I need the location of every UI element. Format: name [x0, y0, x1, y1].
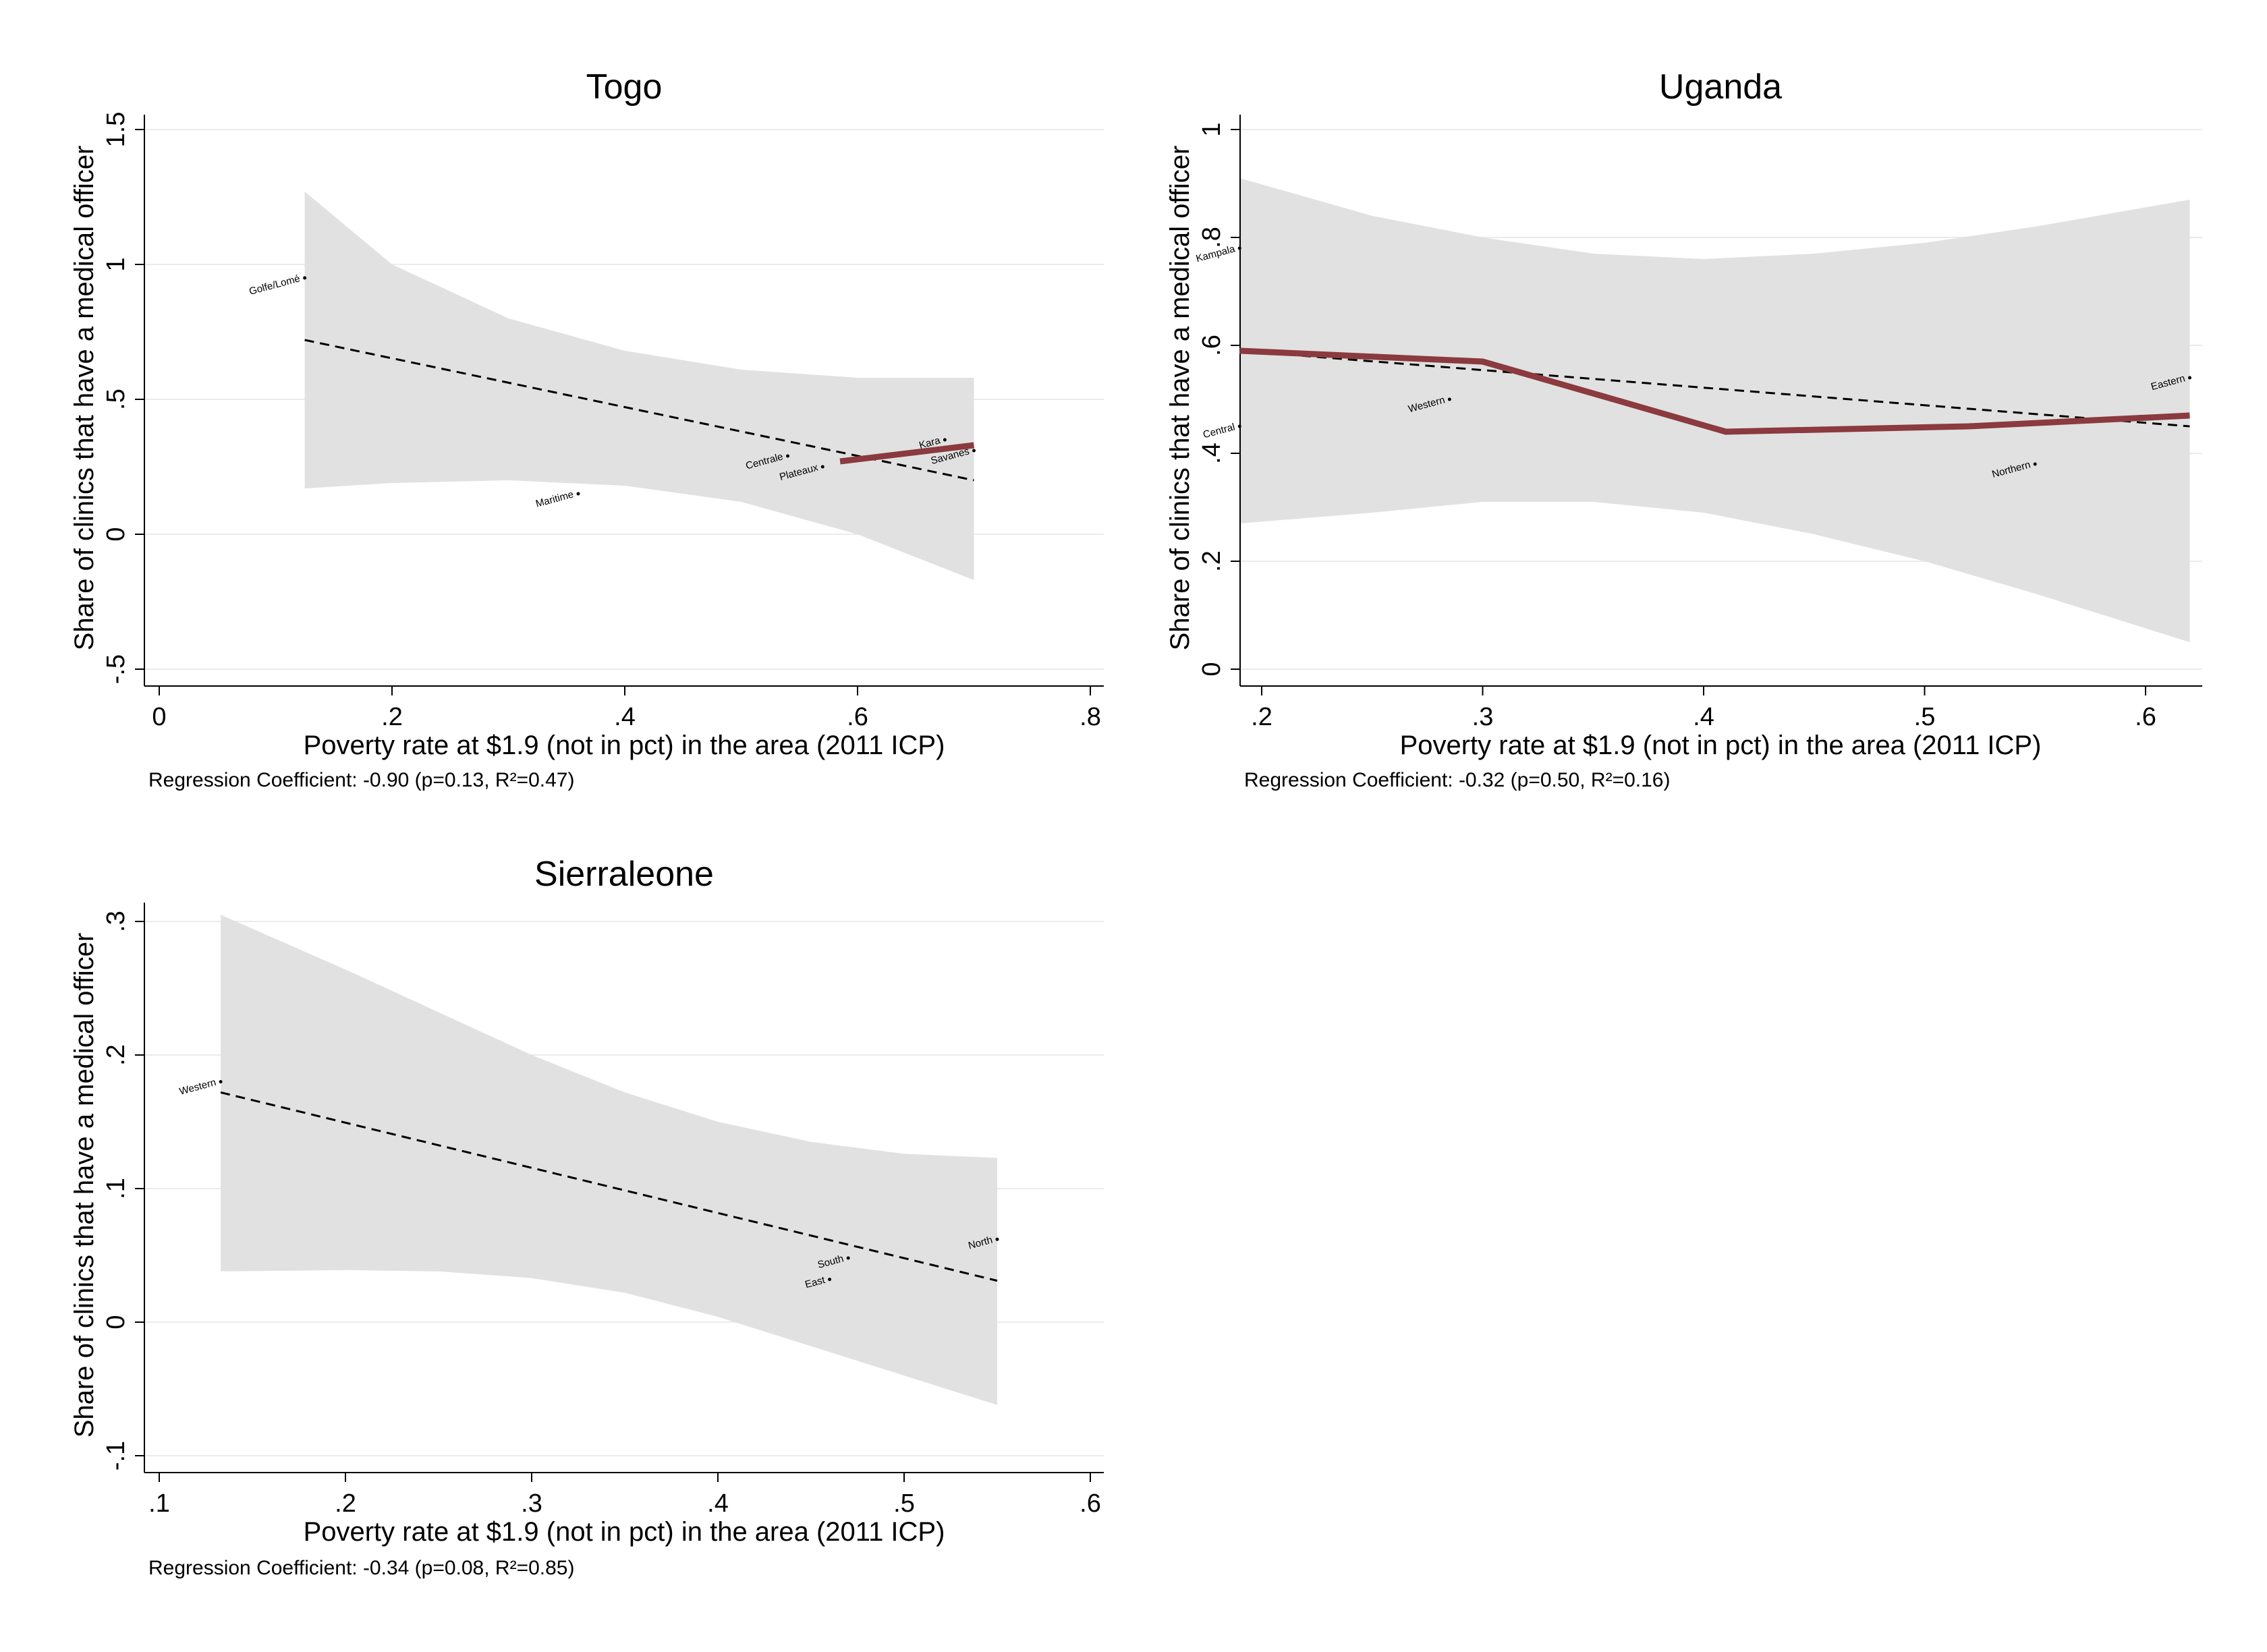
data-point-label: Maritime: [534, 488, 575, 509]
confidence-band: [304, 192, 974, 580]
x-tick-label: 0: [152, 703, 166, 731]
x-tick-label: .5: [893, 1489, 915, 1518]
regression-note: Regression Coefficient: -0.34 (p=0.08, R…: [148, 1557, 574, 1579]
y-tick-label: 1: [102, 257, 130, 271]
data-point: [303, 276, 307, 280]
data-point: [2188, 376, 2191, 380]
y-axis-title: Share of clinics that have a medical off…: [69, 933, 99, 1438]
x-tick-label: .4: [1693, 703, 1714, 731]
x-tick-label: .1: [148, 1489, 170, 1518]
y-tick-label: .3: [102, 911, 130, 932]
data-point: [972, 449, 976, 453]
chart-title: Sierraleone: [534, 855, 714, 894]
y-tick-label: 1: [1198, 122, 1226, 136]
plot-area: .1.2.3.4.5.6-.10.1.2.3WesternSouthEastNo…: [102, 903, 1104, 1518]
y-tick-label: 0: [1198, 662, 1226, 676]
data-point: [846, 1256, 850, 1260]
smoothed-line: [1239, 347, 2190, 435]
plot-area: 0.2.4.6.8-.50.511.5Golfe/LoméMaritimeCen…: [102, 112, 1104, 731]
regression-note: Regression Coefficient: -0.90 (p=0.13, R…: [148, 769, 574, 791]
y-tick-label: -.1: [102, 1441, 130, 1471]
y-tick-label: .8: [1198, 227, 1226, 248]
x-tick-label: .6: [2135, 703, 2156, 731]
y-tick-label: .1: [102, 1178, 130, 1199]
regression-line: [220, 1091, 998, 1282]
data-point: [786, 454, 789, 458]
x-tick-label: .3: [521, 1489, 542, 1518]
x-tick-label: .2: [335, 1489, 356, 1518]
y-tick-label: .4: [1198, 443, 1226, 464]
y-axis-title: Share of clinics that have a medical off…: [1165, 146, 1195, 651]
chart-title: Uganda: [1659, 67, 1782, 107]
data-point: [820, 465, 824, 469]
data-point: [828, 1278, 832, 1282]
y-tick-label: 0: [102, 527, 130, 541]
x-tick-label: .2: [1251, 703, 1272, 731]
y-tick-label: .2: [102, 1044, 130, 1066]
x-tick-label: .3: [1472, 703, 1494, 731]
data-point: [995, 1237, 999, 1241]
data-point: [1237, 424, 1241, 428]
panel-togo: 0.2.4.6.8-.50.511.5Golfe/LoméMaritimeCen…: [69, 67, 1104, 791]
data-point-label: Western: [178, 1077, 217, 1098]
smoothed-line: [839, 442, 975, 465]
y-tick-label: 0: [102, 1315, 130, 1329]
x-tick-label: .4: [614, 703, 636, 731]
x-tick-label: .6: [1080, 1489, 1101, 1518]
data-point: [219, 1080, 223, 1084]
x-tick-label: .6: [847, 703, 868, 731]
data-point: [943, 438, 947, 442]
x-tick-label: .8: [1080, 703, 1101, 731]
x-tick-label: .5: [1914, 703, 1936, 731]
x-axis-title: Poverty rate at $1.9 (not in pct) in the…: [304, 1517, 945, 1547]
y-tick-label: .6: [1198, 335, 1226, 356]
data-point-label: Golfe/Lomé: [248, 273, 301, 297]
data-point: [2033, 462, 2037, 466]
y-tick-label: -.5: [102, 654, 130, 684]
plot-area: .2.3.4.5.60.2.4.6.81KampalaCentralWester…: [1195, 115, 2202, 731]
chart-title: Togo: [586, 67, 663, 107]
data-point: [576, 492, 580, 496]
x-axis-title: Poverty rate at $1.9 (not in pct) in the…: [1400, 731, 2042, 760]
x-axis-title: Poverty rate at $1.9 (not in pct) in the…: [304, 731, 945, 760]
x-tick-label: .2: [381, 703, 403, 731]
panel-uganda: .2.3.4.5.60.2.4.6.81KampalaCentralWester…: [1165, 67, 2202, 791]
y-tick-label: .5: [102, 389, 130, 410]
data-point: [1237, 246, 1241, 250]
data-point-label: Central: [1202, 421, 1236, 440]
y-tick-label: 1.5: [102, 112, 130, 148]
regression-line: [304, 339, 974, 482]
regression-line: [1239, 349, 2190, 428]
confidence-band: [1239, 178, 2190, 642]
confidence-band: [221, 915, 998, 1405]
data-point: [1447, 397, 1451, 401]
y-axis-title: Share of clinics that have a medical off…: [69, 146, 99, 651]
panel-sierraleone: .1.2.3.4.5.6-.10.1.2.3WesternSouthEastNo…: [69, 855, 1104, 1579]
regression-note: Regression Coefficient: -0.32 (p=0.50, R…: [1244, 769, 1670, 791]
x-tick-label: .4: [707, 1489, 729, 1518]
y-tick-label: .2: [1198, 550, 1226, 572]
